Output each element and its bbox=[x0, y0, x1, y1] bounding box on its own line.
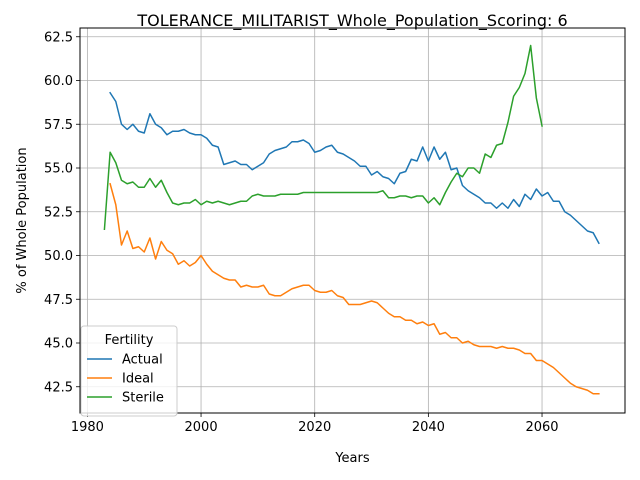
x-tick-label: 2020 bbox=[298, 420, 331, 435]
y-tick-label: 55.0 bbox=[44, 162, 73, 177]
series-line-ideal bbox=[109, 182, 600, 395]
y-axis-label: % of Whole Population bbox=[15, 147, 30, 293]
legend-title: Fertility bbox=[105, 333, 154, 348]
y-tick-label: 47.5 bbox=[44, 293, 73, 308]
y-tick-label: 60.0 bbox=[44, 74, 73, 89]
x-tick-label: 2000 bbox=[185, 420, 218, 435]
y-tick-label: 42.5 bbox=[44, 380, 73, 395]
x-axis-label: Years bbox=[334, 451, 370, 466]
legend: Fertility Actual Ideal Sterile bbox=[80, 325, 178, 417]
y-tick-label: 50.0 bbox=[44, 249, 73, 264]
legend-entries: Actual Ideal Sterile bbox=[87, 353, 164, 406]
x-tick-label: 1980 bbox=[71, 420, 104, 435]
series-lines bbox=[103, 44, 600, 395]
y-tick-label: 62.5 bbox=[44, 30, 73, 45]
plot-frame bbox=[79, 27, 626, 414]
y-tick-label: 45.0 bbox=[44, 337, 73, 352]
legend-label-ideal: Ideal bbox=[122, 372, 154, 387]
x-tick-label: 2060 bbox=[525, 420, 558, 435]
chart-title: TOLERANCE_MILITARIST_Whole_Population_Sc… bbox=[136, 11, 567, 31]
legend-label-actual: Actual bbox=[122, 353, 163, 368]
y-tick-label: 52.5 bbox=[44, 205, 73, 220]
axis-ticks: 1980 2000 2020 2040 2060 42.5 45.0 47.5 50.0 52.5… bbox=[44, 30, 559, 435]
legend-box bbox=[80, 325, 178, 417]
x-tick-label: 2040 bbox=[412, 420, 445, 435]
grid bbox=[80, 28, 625, 413]
series-line-sterile bbox=[103, 44, 543, 231]
y-tick-label: 57.5 bbox=[44, 118, 73, 133]
legend-label-sterile: Sterile bbox=[122, 391, 164, 406]
series-line-actual bbox=[109, 91, 600, 245]
